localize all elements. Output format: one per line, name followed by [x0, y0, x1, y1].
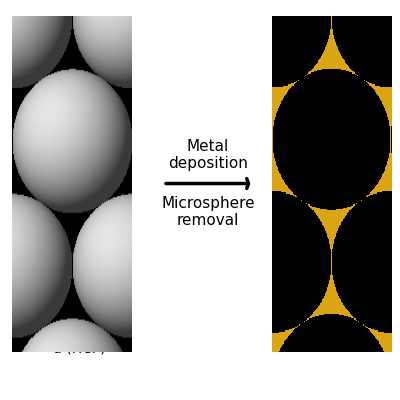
Text: Metal
deposition: Metal deposition	[168, 139, 248, 171]
Text: 93: 93	[306, 325, 324, 339]
Text: res
d (HCP): res d (HCP)	[53, 325, 106, 356]
Text: Microsphere
removal: Microsphere removal	[161, 196, 255, 228]
